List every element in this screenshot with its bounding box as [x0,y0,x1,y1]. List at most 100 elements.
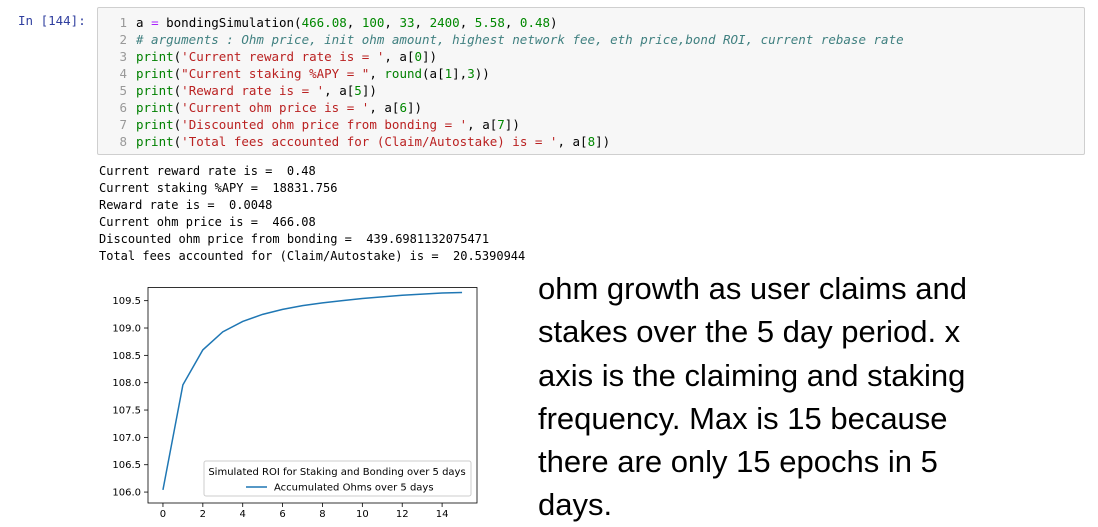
code-token: print [136,49,174,64]
line-number: 2 [119,32,127,47]
code-token: a [136,15,152,30]
code-line: 5 print('Reward rate is = ', a[5]) [98,82,1084,99]
code-token: 0 [414,49,423,64]
y-tick-label: 108.0 [112,378,141,389]
code-token: )) [474,66,490,81]
output-line: Total fees accounted for (Claim/Autostak… [99,249,526,263]
line-number: 5 [119,83,127,98]
code-token: 5 [354,83,362,98]
output-line: Current reward rate is = 0.48 [99,164,316,178]
code-token: 7 [497,117,505,132]
code-token: , a[ [557,134,588,149]
output-line: Discounted ohm price from bonding = 439.… [99,232,490,246]
x-tick-label: 12 [396,509,409,520]
note-line: days. [538,487,613,523]
x-tick-label: 2 [200,509,206,520]
code-token: 'Current ohm price is = ' [181,100,370,115]
code-token: 8 [587,134,596,149]
code-token: ( [173,100,182,115]
code-token: , [346,15,362,30]
code-token: , [504,15,520,30]
code-token: , [459,15,475,30]
y-tick-label: 108.5 [112,351,141,362]
line-number: 7 [119,117,127,132]
x-tick-label: 14 [436,509,449,520]
code-token: ]) [406,100,423,115]
code-token: (a[ [422,66,445,81]
legend-label: Accumulated Ohms over 5 days [274,483,434,494]
code-token: print [136,66,174,81]
x-tick-label: 8 [319,509,325,520]
x-tick-label: 6 [279,509,285,520]
code-token: 100 [361,15,385,30]
y-tick-label: 107.0 [112,433,141,444]
note-line: stakes over the 5 day period. x [538,314,961,350]
code-token: 466.08 [301,15,347,30]
note-line: ohm growth as user claims and [538,271,968,306]
code-token: 6 [399,100,407,115]
line-number: 1 [119,15,127,30]
line-number: 8 [119,134,127,149]
code-token: , [369,66,385,81]
code-token: 1 [444,66,453,81]
code-token: ( [173,49,182,64]
code-line: 3 print('Current reward rate is = ', a[0]… [98,48,1084,65]
code-token: = [151,15,159,30]
code-token: 33 [399,15,415,30]
code-token: , [384,15,400,30]
plot-frame [147,287,478,504]
code-token: print [136,83,174,98]
code-token: 5.58 [474,15,505,30]
y-tick-label: 107.5 [112,406,141,417]
code-token: 'Total fees accounted for (Claim/Autosta… [181,134,558,149]
code-token: ]) [422,49,438,64]
line-number: 6 [119,100,127,115]
code-token: print [136,117,174,132]
legend-title: Simulated ROI for Staking and Bonding ov… [208,467,465,478]
code-token: # arguments : Ohm price, init ohm amount… [136,32,904,47]
x-tick-label: 10 [356,509,369,520]
explanation-note: ohm growth as user claims and stakes over… [538,267,998,527]
code-token: 0.48 [519,15,551,30]
code-token: ]) [361,83,377,98]
code-token: , [414,15,430,30]
line-number: 3 [119,49,127,64]
code-token: ( [173,83,182,98]
code-line: 7 print('Discounted ohm price from bondin… [98,116,1084,133]
code-line: 6 print('Current ohm price is = ', a[6]) [98,99,1084,116]
cell-prompt: In [144]: [18,13,86,28]
code-token: , a[ [384,49,415,64]
code-token: ( [173,66,182,81]
note-line: there are only 15 epochs in 5 [538,444,938,480]
code-token: round [384,66,423,81]
code-token: ], [452,66,468,81]
code-token: ]) [595,134,611,149]
y-tick-label: 106.0 [112,488,141,499]
legend-box [203,460,472,497]
code-token: 2400 [429,15,460,30]
code-token: 'Discounted ohm price from bonding = ' [181,117,468,132]
output-line: Current ohm price is = 466.08 [99,215,316,229]
roi-line-chart: 106.0 106.5 107.0 107.5 108.0 108.5 109.0 109.5… [112,287,478,520]
code-token: bondingSimulation( [158,15,302,30]
series-line [162,291,463,491]
note-line: axis is the claiming and staking [538,357,966,393]
code-token: , a[ [324,83,355,98]
x-tick-label: 4 [240,509,246,520]
output-line: Reward rate is = 0.0048 [99,198,273,212]
cell-output: Current reward rate is = 0.48 Current sta… [99,163,525,265]
code-token: "Current staking %APY = " [181,66,370,81]
note-line: frequency. Max is 15 because [538,400,948,436]
code-token: 'Reward rate is = ' [181,83,325,98]
line-number: 4 [119,66,127,81]
code-token: print [136,100,174,115]
code-token: ]) [504,117,520,132]
code-token: 3 [467,66,475,81]
code-token: print [136,134,174,149]
code-token: , a[ [467,117,498,132]
y-tick-label: 109.0 [112,324,141,335]
output-line: Current staking %APY = 18831.756 [99,181,338,195]
